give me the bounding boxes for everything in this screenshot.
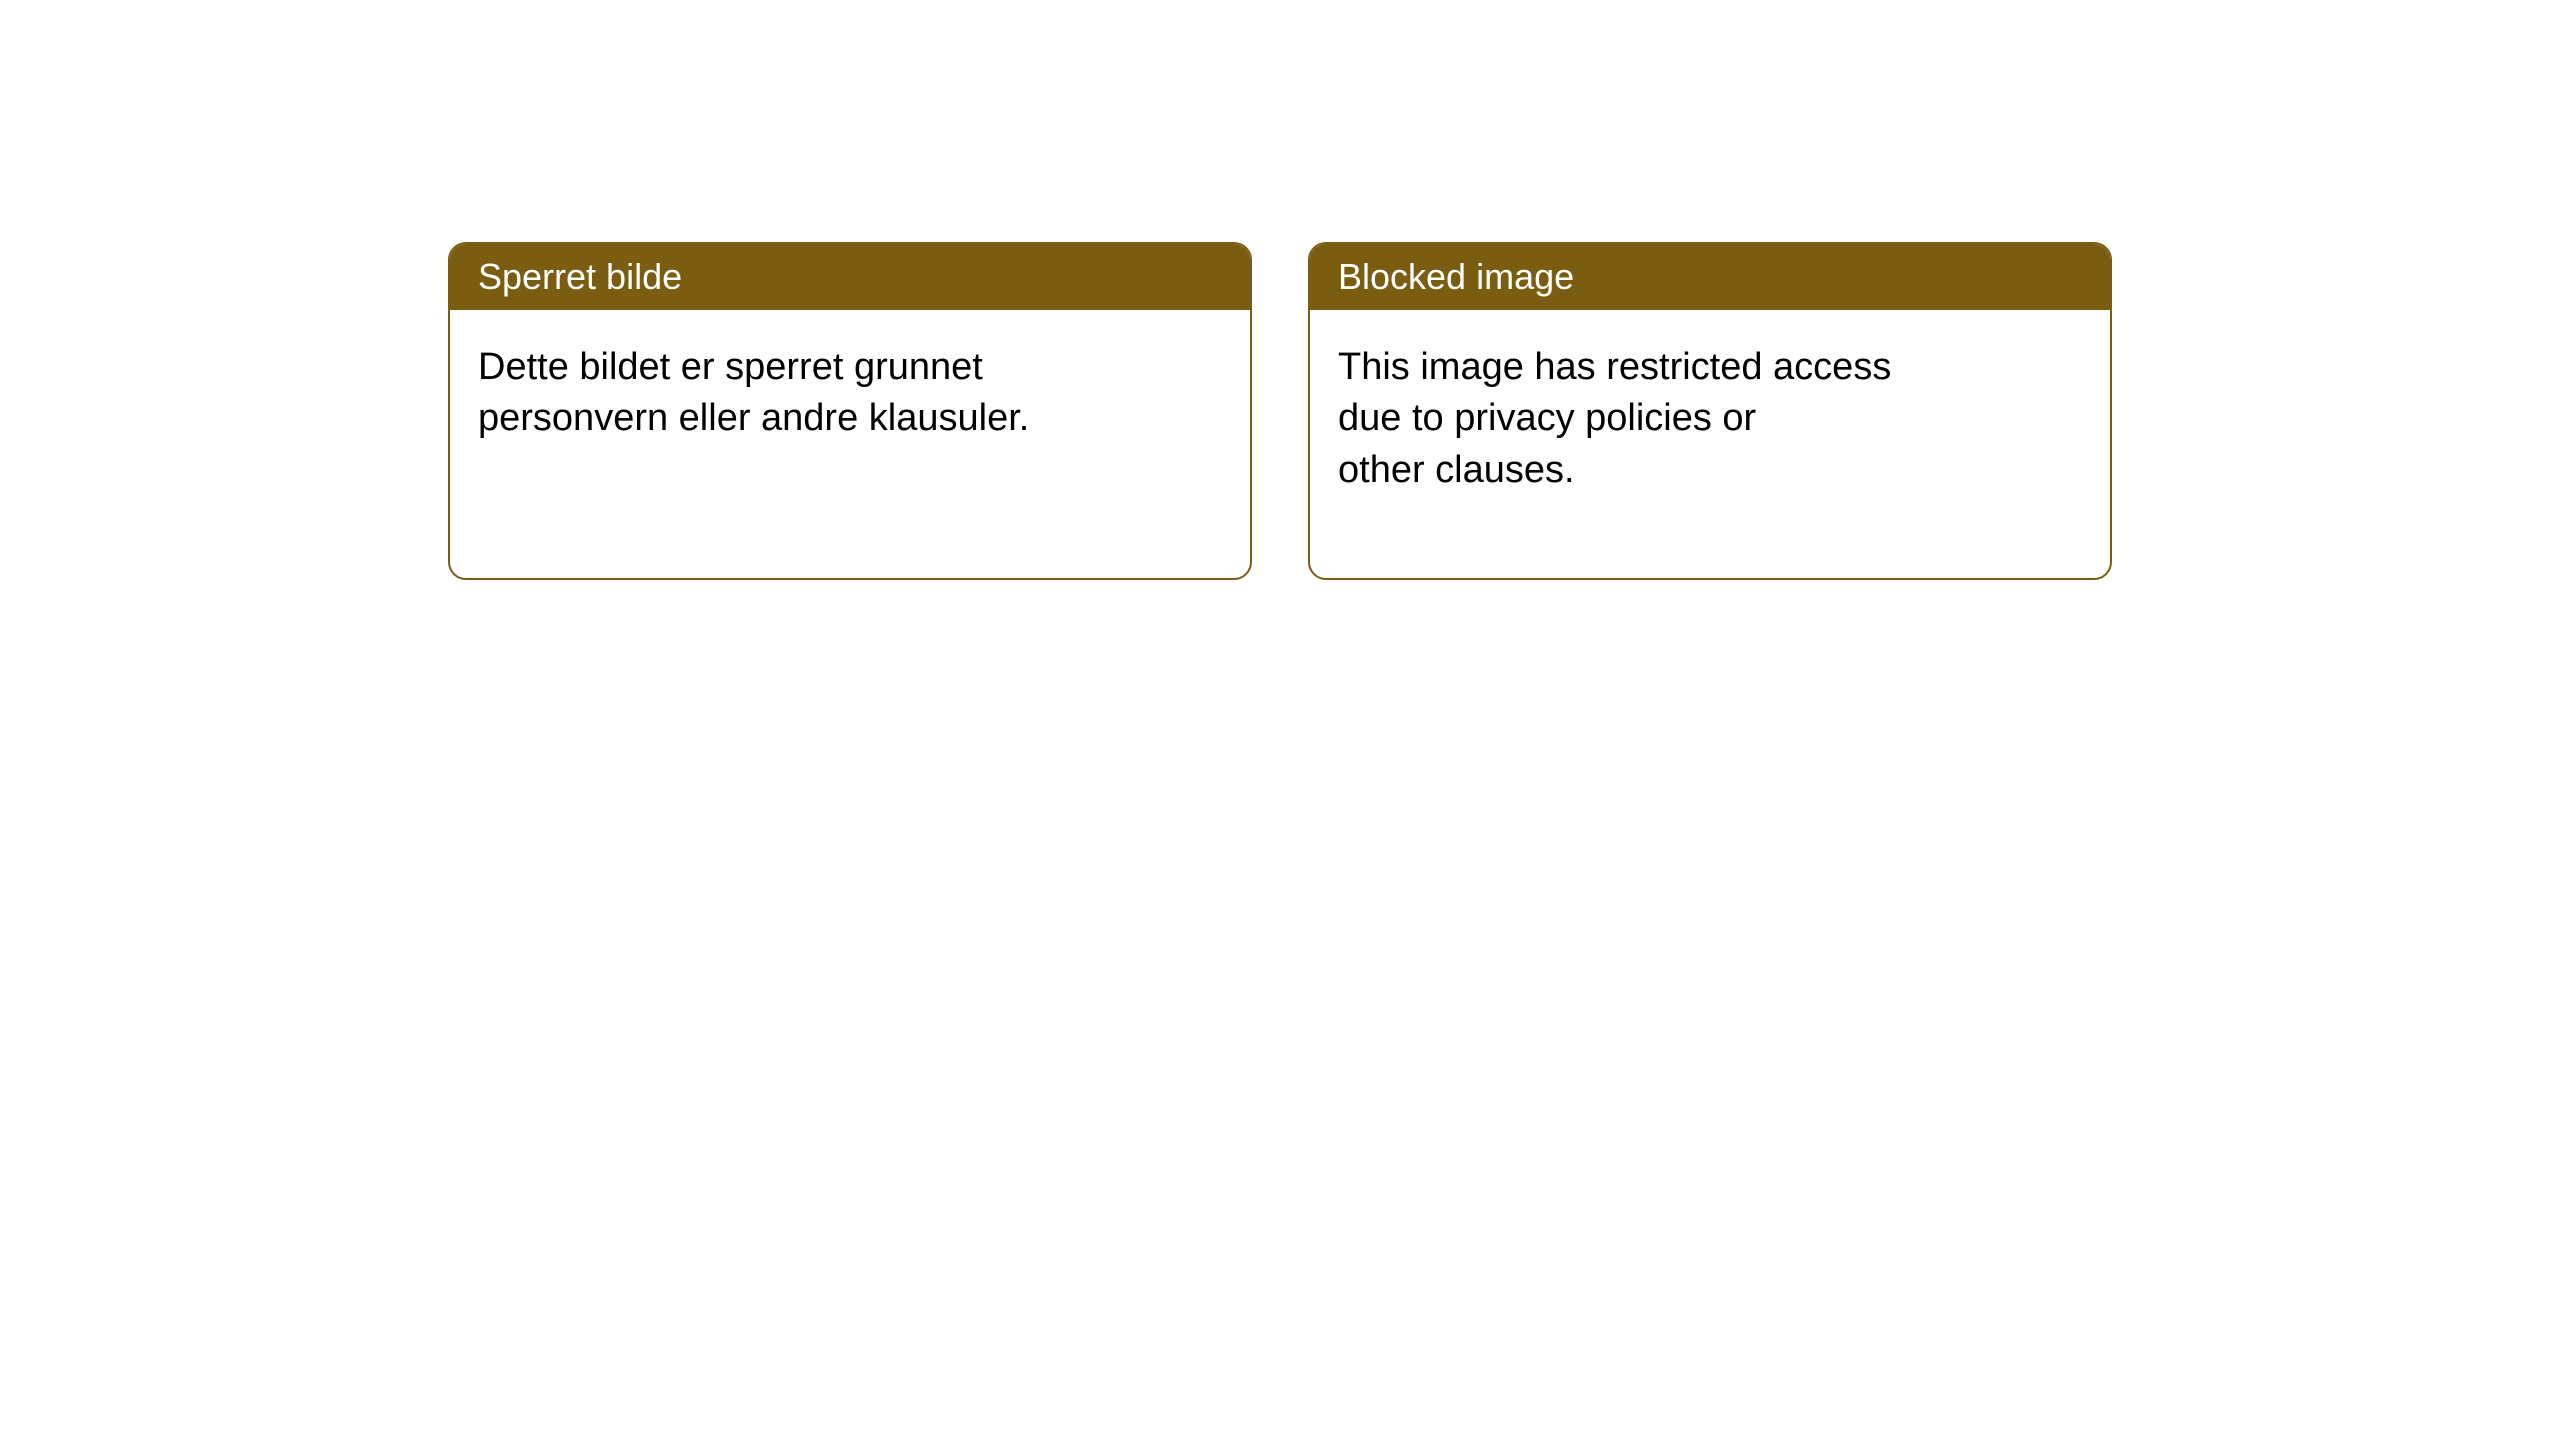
notice-title-norwegian: Sperret bilde [450,244,1250,310]
notice-container: Sperret bilde Dette bildet er sperret gr… [448,242,2112,580]
notice-title-english: Blocked image [1310,244,2110,310]
notice-body-norwegian: Dette bildet er sperret grunnet personve… [450,310,1250,477]
notice-card-english: Blocked image This image has restricted … [1308,242,2112,580]
notice-card-norwegian: Sperret bilde Dette bildet er sperret gr… [448,242,1252,580]
notice-body-english: This image has restricted access due to … [1310,310,2110,528]
